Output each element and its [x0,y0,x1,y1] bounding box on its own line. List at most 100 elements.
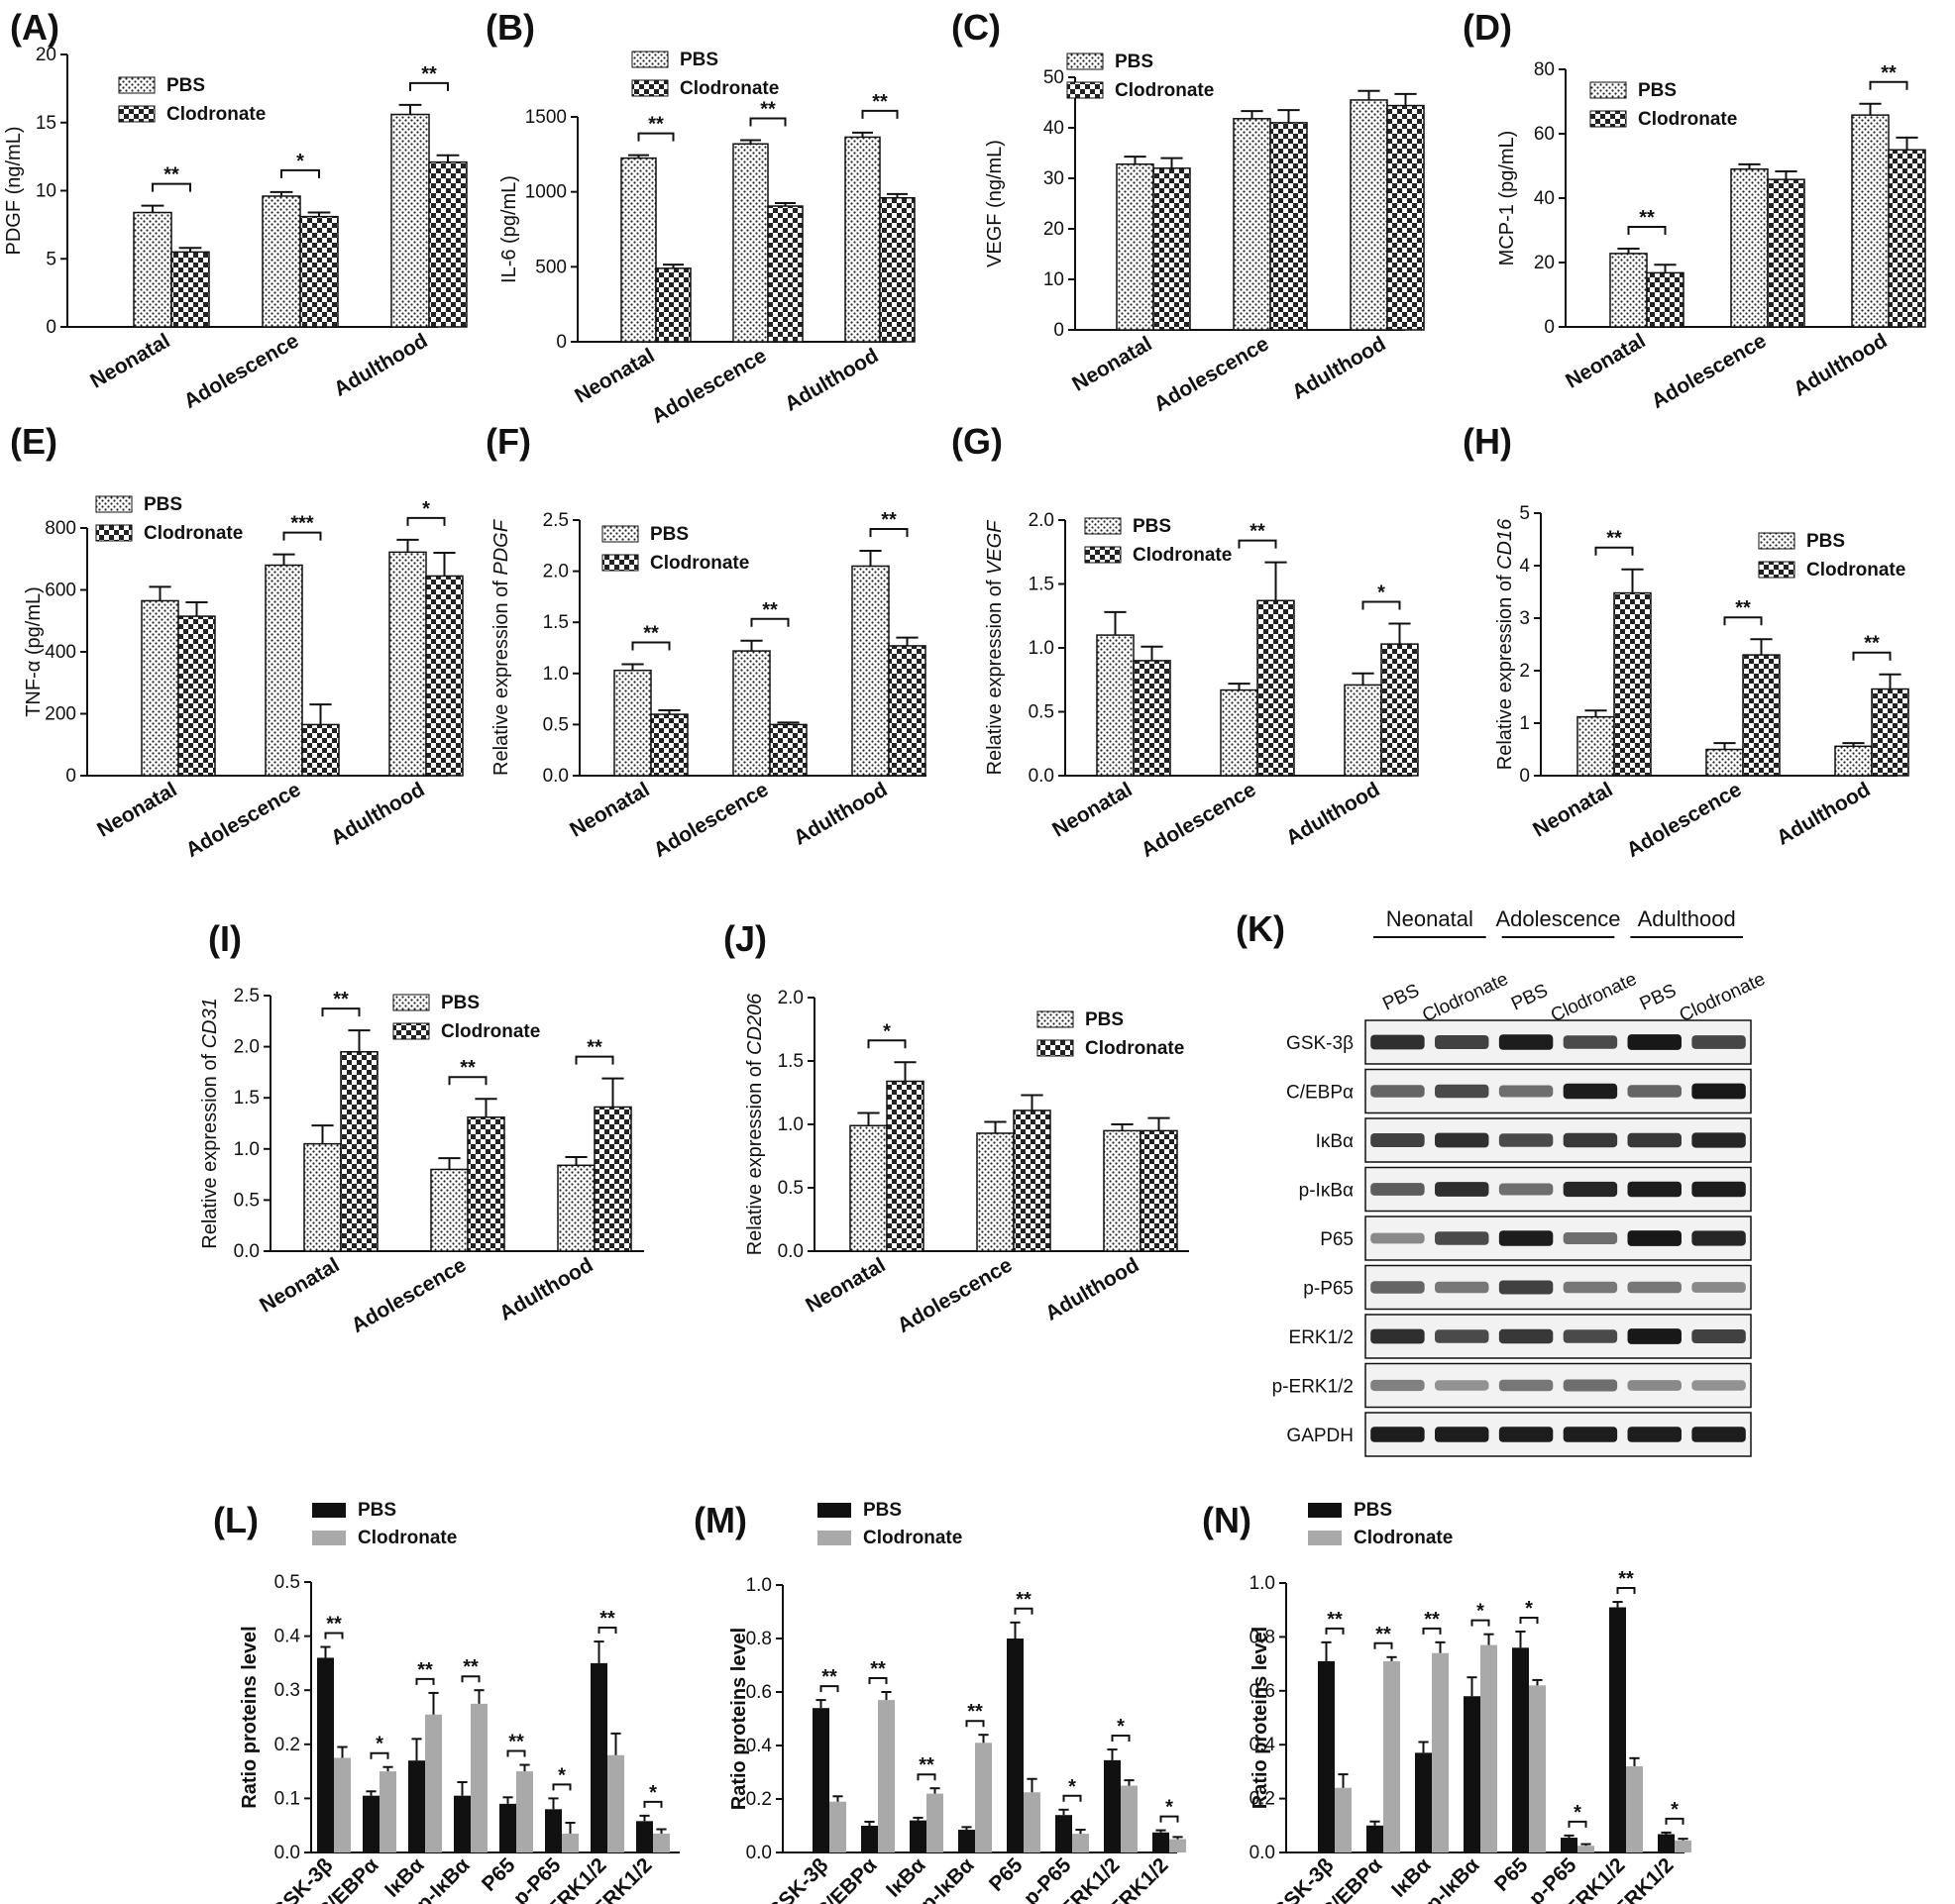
blot-band [1435,1380,1489,1391]
blot-strip [1364,1412,1752,1457]
bar-pbs [388,551,427,777]
x-category-label: Adulthood [1790,329,1891,400]
blot-strip [1364,1068,1752,1114]
legend-label-pbs: PBS [863,1500,902,1521]
y-tick-label: 2.0 [543,562,569,582]
legend-swatch-pbs [1589,81,1627,99]
bar-pbs [1350,99,1388,331]
bar-pbs [1220,688,1258,777]
blot-lane-label: Clodronate [1677,969,1769,1026]
y-axis-label: Relative expression of VEGF [984,519,1006,776]
significance-label: ** [508,1732,524,1753]
y-axis-label: MCP-1 (pg/mL) [1496,131,1518,266]
x-category-label: Neonatal [256,1253,343,1317]
y-tick-label: 0.5 [234,1190,260,1211]
y-tick-label: 80 [1534,59,1555,80]
blot-protein-label: p-ERK1/2 [1272,1377,1354,1398]
bar-pbs [1464,1696,1480,1852]
legend-swatch-clodronate [1066,81,1104,99]
y-axis-label-text: Relative expression of [490,576,512,776]
x-category-label: Adulthood [1282,778,1383,849]
bar-pbs [1318,1660,1335,1852]
blot-band [1563,1132,1618,1148]
significance-label: ** [881,509,897,531]
bar-pbs [591,1662,607,1852]
significance-bracket [370,1751,389,1759]
x-category-label: Adulthood [327,778,428,849]
y-tick-label: 40 [1043,118,1064,139]
blot-strip [1364,1019,1752,1065]
bar-pbs [1366,1825,1383,1852]
bar-clodronate [926,1793,943,1852]
bar-pbs [1116,162,1154,331]
x-category-label: Adolescence [648,344,771,428]
significance-bracket [861,109,899,119]
bar-pbs [303,1142,342,1252]
legend-swatch-clodronate [392,1022,430,1040]
bar-pbs [1730,168,1769,328]
legend-swatch-clodronate [1308,1531,1342,1545]
y-axis-label: VEGF (ng/mL) [984,140,1006,267]
panel-label: (C) [951,7,1001,48]
blot-protein-label: GAPDH [1286,1426,1354,1446]
significance-bracket [637,132,675,142]
y-tick-label: 800 [45,518,76,539]
legend-swatch-pbs [95,495,133,513]
significance-bracket [1594,546,1634,556]
bar-clodronate [1335,1787,1352,1852]
x-category-label: Neonatal [566,778,653,841]
bar-pbs [1561,1838,1577,1852]
bar-clodronate [1432,1652,1449,1852]
blot-band [1563,1181,1618,1198]
legend-swatch-clodronate [1758,561,1795,579]
x-category-label: P65 [1490,1853,1533,1896]
y-tick-label: 0.4 [1249,1735,1276,1755]
y-tick-label: 0.3 [274,1680,300,1701]
y-tick-label: 0 [1053,320,1064,341]
y-tick-label: 0 [46,317,56,338]
bar-pbs [732,650,771,777]
bar-pbs [1834,745,1873,777]
bar-pbs [1415,1752,1432,1852]
y-tick-label: 0.2 [746,1789,772,1810]
blot-band [1627,1230,1682,1246]
legend-label-clodronate: Clodronate [1638,109,1737,130]
bar-pbs [408,1760,425,1852]
blot-band [1435,1084,1489,1099]
bar-pbs [1152,1832,1169,1852]
bar-clodronate [1767,178,1805,328]
y-tick-label: 0.0 [1029,766,1054,787]
significance-bracket [750,617,790,627]
bar-clodronate [769,723,808,777]
bar-clodronate [1529,1685,1546,1852]
significance-label: * [1165,1797,1173,1819]
bar-pbs [636,1821,653,1852]
bar-clodronate [878,1700,895,1852]
significance-bracket [1014,1607,1033,1615]
y-tick-label: 0.0 [778,1241,804,1262]
blot-lane-label: PBS [1508,980,1551,1014]
legend-swatch-clodronate [1036,1039,1074,1057]
bar-clodronate [655,267,692,343]
y-axis-label-gene: VEGF [984,519,1006,575]
panel-label: (N) [1202,1500,1251,1540]
significance-bracket [1568,1820,1587,1828]
blot-band [1370,1281,1425,1294]
significance-label: ** [333,989,349,1010]
legend: PBS Clodronate [95,494,243,544]
significance-label: * [376,1734,383,1755]
bar-pbs [1658,1834,1675,1852]
significance-bracket [1238,539,1277,549]
significance-label: * [558,1764,566,1786]
y-tick-label: 500 [535,257,567,277]
x-category-label: Neonatal [1529,778,1616,841]
x-category-label: p-IκBα [917,1853,979,1904]
x-category-label: Neonatal [1068,332,1155,395]
legend-swatch-clodronate [817,1531,851,1545]
x-category-label: Adolescence [348,1253,471,1337]
significance-label: ** [1618,1568,1634,1590]
legend-swatch-pbs [392,994,430,1011]
bar-clodronate [1577,1846,1594,1852]
significance-bracket [415,1677,435,1685]
